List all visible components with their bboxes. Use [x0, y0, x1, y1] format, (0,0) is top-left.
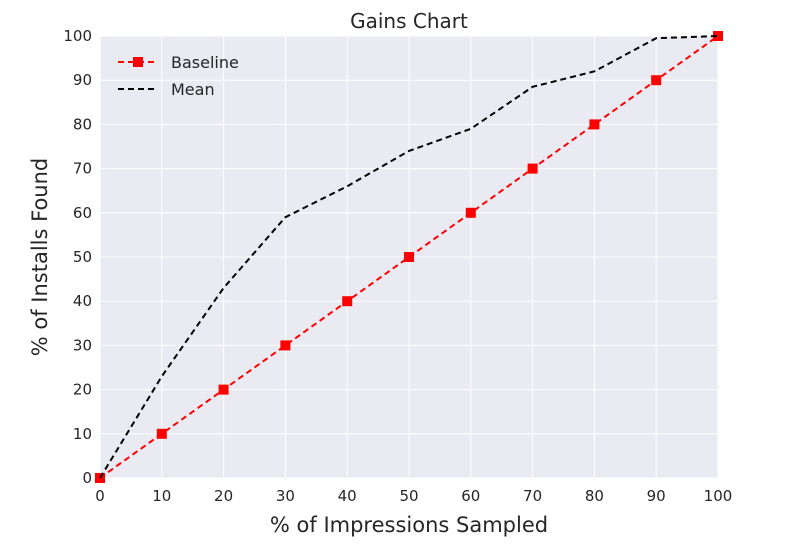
series-point-baseline [528, 164, 538, 174]
y-tick-label: 40 [73, 292, 92, 310]
legend-label-baseline: Baseline [171, 53, 239, 72]
x-tick-label: 0 [95, 487, 105, 505]
y-tick-label: 60 [73, 204, 92, 222]
y-tick-label: 30 [73, 336, 92, 354]
legend-label-mean: Mean [171, 80, 215, 99]
series-point-baseline [342, 296, 352, 306]
series-point-baseline [280, 340, 290, 350]
series-point-baseline [157, 429, 167, 439]
y-tick-label: 80 [73, 115, 92, 133]
y-tick-label: 100 [63, 27, 92, 45]
series-point-baseline [219, 385, 229, 395]
y-tick-label: 70 [73, 160, 92, 178]
series-point-baseline [589, 119, 599, 129]
x-tick-label: 50 [399, 487, 418, 505]
chart-title: Gains Chart [350, 9, 468, 33]
x-tick-label: 40 [338, 487, 357, 505]
y-axis-label: % of Installs Found [28, 158, 52, 357]
legend-marker-baseline [133, 57, 143, 67]
x-tick-label: 10 [152, 487, 171, 505]
y-tick-label: 50 [73, 248, 92, 266]
x-tick-label: 100 [704, 487, 733, 505]
y-tick-label: 0 [82, 469, 92, 487]
series-point-baseline [466, 208, 476, 218]
series-point-baseline [651, 75, 661, 85]
x-tick-label: 80 [585, 487, 604, 505]
y-tick-label: 90 [73, 71, 92, 89]
x-tick-label: 70 [523, 487, 542, 505]
x-tick-label: 20 [214, 487, 233, 505]
y-tick-label: 10 [73, 425, 92, 443]
x-tick-label: 60 [461, 487, 480, 505]
x-tick-label: 30 [276, 487, 295, 505]
series-point-baseline [404, 252, 414, 262]
x-tick-label: 90 [647, 487, 666, 505]
x-axis-label: % of Impressions Sampled [270, 513, 548, 537]
y-tick-label: 20 [73, 381, 92, 399]
